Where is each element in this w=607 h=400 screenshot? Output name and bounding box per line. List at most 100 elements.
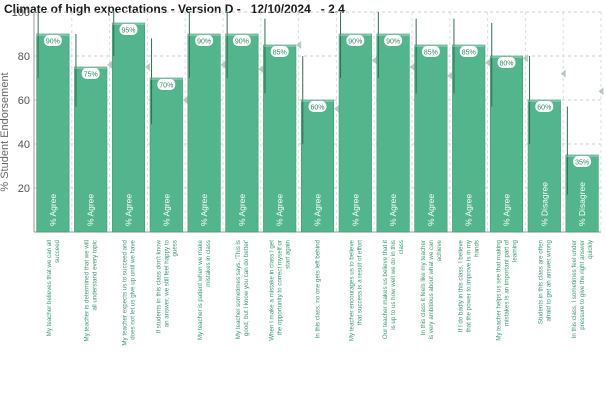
bar-label: % Agree xyxy=(237,194,247,226)
value-label-badge xyxy=(497,57,516,68)
category-label-line: start again xyxy=(285,239,292,268)
comparison-marker xyxy=(485,58,491,67)
category-label-line: My teacher helps us see that making xyxy=(496,239,503,340)
category-label: My teacher encourages us to believe that … xyxy=(348,239,363,341)
category-label-line: pressure to give the right answer xyxy=(579,240,586,330)
value-label-badge xyxy=(308,101,327,112)
category-label: If I do badly in this class, I believe th… xyxy=(458,239,481,332)
comparison-marker xyxy=(220,60,226,69)
y-tick-label: 20 xyxy=(18,183,30,195)
value-label-badge xyxy=(81,68,100,79)
comparison-marker xyxy=(409,63,415,71)
y-tick-label: 80 xyxy=(18,51,30,63)
bar xyxy=(338,33,372,233)
category-label-line: hands xyxy=(474,240,481,257)
bar xyxy=(149,77,183,233)
category-label-line: In this class, I sometimes feel under xyxy=(571,240,578,338)
comparison-marker xyxy=(296,41,302,49)
category-label-line: guess xyxy=(171,240,178,257)
category-label: My teacher expects us to succeed and does… xyxy=(122,239,137,345)
bar xyxy=(74,66,108,233)
category-label: If students in this class don't know an a… xyxy=(155,239,178,333)
bar xyxy=(187,33,221,233)
category-label: In this class, no one gets left behind xyxy=(315,239,322,338)
value-label-badge xyxy=(421,46,440,57)
value-label-badge xyxy=(573,156,592,167)
bar xyxy=(489,55,524,233)
comparison-marker xyxy=(258,65,264,74)
value-label-badge xyxy=(195,35,214,46)
value-label: 85% xyxy=(273,50,287,57)
category-label-line: class xyxy=(398,240,405,254)
category-label: In this class it feels like my teacher is… xyxy=(420,239,443,339)
value-label: 60% xyxy=(537,105,551,112)
y-axis-label: % Student Endorsement xyxy=(0,72,11,191)
comparison-marker xyxy=(144,63,150,71)
value-label-badge xyxy=(43,35,62,46)
y-tick-label: 40 xyxy=(18,139,30,151)
value-label: 85% xyxy=(424,50,438,57)
category-label-line: good, but I know you can do better' xyxy=(243,240,250,336)
category-label: My teacher is determined that we will all… xyxy=(84,240,99,341)
bar xyxy=(452,44,486,233)
category-label: My teacher helps us see that making mista… xyxy=(496,239,519,340)
comparison-marker xyxy=(107,60,113,69)
category-label-line: My teacher believes that we can all xyxy=(46,240,53,336)
category-label-line: is very ambitious about what we can xyxy=(428,239,435,339)
category-label-line: that success is a result of effort xyxy=(356,240,363,325)
category-label-line: Students in this class are often xyxy=(537,239,544,324)
category-label-line: If I do badly in this class, I believe xyxy=(458,239,465,332)
value-label: 85% xyxy=(462,50,476,57)
value-label: 90% xyxy=(386,39,400,46)
category-label-line: an answer, we still feel happy to xyxy=(163,239,170,327)
bar-label: % Agree xyxy=(464,194,474,226)
category-label-line: My teacher is patient when we make xyxy=(197,239,204,340)
category-label-line: succeed xyxy=(54,239,61,263)
category-label-line: My teacher is determined that we will xyxy=(84,240,91,341)
bar-label: % Disagree xyxy=(539,182,549,226)
comparison-marker xyxy=(522,54,528,63)
category-label-line: all understand every topic xyxy=(92,240,99,311)
value-label: 90% xyxy=(46,39,60,46)
category-label-line: Our teacher makes us believe that it xyxy=(382,240,389,339)
category-label-line: does not let us give up until we have xyxy=(130,239,137,339)
bar-label: % Agree xyxy=(426,194,436,226)
category-label-line: learning xyxy=(512,239,519,262)
category-labels: My teacher believes that we can all succe… xyxy=(46,239,594,345)
category-label-line: If students in this class don't know xyxy=(155,239,162,333)
comparison-marker xyxy=(598,87,604,96)
comparison-marker xyxy=(560,69,566,78)
value-label: 75% xyxy=(84,72,98,79)
value-label: 90% xyxy=(348,39,362,46)
value-label-badge xyxy=(346,35,365,46)
category-label: Our teacher makes us believe that it is u… xyxy=(382,240,405,339)
bar xyxy=(565,154,599,233)
y-tick-label: 60 xyxy=(18,95,30,107)
bar-label: % Agree xyxy=(275,194,285,226)
bar-label: % Agree xyxy=(48,194,58,226)
value-label-badge xyxy=(535,101,554,112)
bar-label: % Agree xyxy=(161,194,171,226)
category-label: My teacher is patient when we make mistak… xyxy=(197,239,212,340)
category-label: Students in this class are often afraid t… xyxy=(537,239,552,324)
bar xyxy=(527,99,561,233)
category-label: When I make a mistake in class I get the … xyxy=(269,239,292,340)
comparison-marker xyxy=(371,56,377,65)
bar-label: % Agree xyxy=(313,194,323,226)
category-label: In this class, I sometimes feel under pre… xyxy=(571,239,594,338)
bar xyxy=(225,33,259,233)
y-tick-label: 100 xyxy=(12,7,30,19)
bar-label: % Agree xyxy=(350,194,360,226)
category-label-line: My teacher expects us to succeed and xyxy=(122,239,129,345)
bar xyxy=(376,33,410,233)
category-label-line: In this class, no one gets left behind xyxy=(315,239,322,338)
value-label: 95% xyxy=(121,28,135,35)
category-label-line: achieve xyxy=(436,239,443,261)
comparison-marker xyxy=(182,96,188,104)
bar xyxy=(300,99,335,233)
bar-label: % Agree xyxy=(502,194,512,226)
comparison-marker xyxy=(447,71,453,80)
value-label: 70% xyxy=(159,83,173,90)
bar xyxy=(414,44,448,233)
